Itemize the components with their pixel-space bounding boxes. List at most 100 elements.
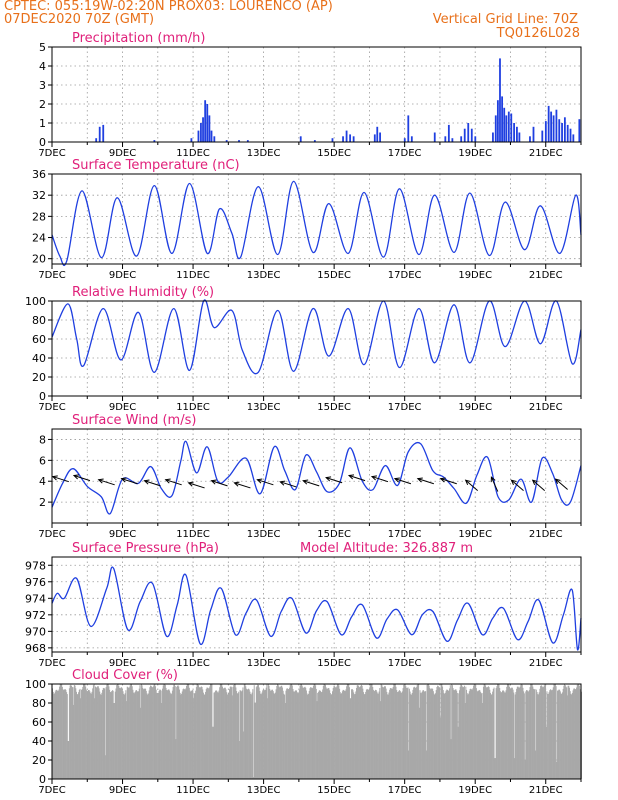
precipitation-bar [204,100,207,142]
cloud-cover-bar [138,688,140,779]
cloud-cover-bar [255,703,257,779]
cloud-cover-bar [95,687,97,779]
cloud-cover-bar [140,684,142,779]
cloud-cover-bar [314,684,316,779]
cloud-cover-ytick-label: 40 [32,735,46,748]
precipitation-xtick-label: 19DEC [458,148,492,159]
cloud-cover-bar [209,684,211,779]
cloud-cover-bar [348,687,350,779]
precipitation-title: Precipitation (mm/h) [72,31,205,46]
cloud-cover-bar [138,691,140,779]
cloud-cover-bar [54,691,56,779]
cloud-cover-bar [329,693,331,779]
cloud-cover-bar [344,690,346,779]
cloud-cover-bar [567,685,569,779]
cloud-cover-bar [114,691,116,779]
cloud-cover-bar [499,691,501,779]
precipitation-ytick-label: 1 [39,117,46,130]
cloud-cover-bar [381,685,383,779]
cloud-cover-bar [131,686,133,779]
cloud-cover-bar [250,694,252,779]
cloud-cover-bar [212,726,214,779]
cloud-cover-bar [199,687,201,779]
cloud-cover-bar [559,691,561,779]
cloud-cover-bar [505,690,507,779]
cloud-cover-bar [175,739,177,779]
cloud-cover-xtick-label: 15DEC [317,785,351,796]
cloud-cover-bar [184,689,186,779]
cloud-cover-bar [157,693,159,779]
cloud-cover-bar [417,684,419,779]
cloud-cover-bar [405,686,407,779]
cloud-cover-bar [401,692,403,779]
cloud-cover-bar [193,698,195,779]
cloud-cover-bar [332,688,334,779]
cloud-cover-bar [80,689,82,779]
cloud-cover-bar [302,687,304,779]
wind-ytick-label: 8 [39,433,46,446]
cloud-cover-bar [74,685,76,779]
humidity-panel: 0 20 40 60 80 100 7DEC 9DEC 11DEC 13DEC 15DEC 17DEC… [25,285,582,413]
cloud-cover-bar [557,690,559,779]
cloud-cover-bar [121,687,123,779]
cloud-cover-bar [101,692,103,779]
cloud-cover-bar [190,691,192,779]
cloud-cover-bar [78,692,80,779]
cloud-cover-bar [388,692,390,779]
pressure-ytick-label: 970 [25,625,46,638]
cloud-cover-bar [492,691,494,779]
cloud-cover-bar [243,684,245,779]
cloud-cover-bar [467,694,469,779]
cloud-cover-bar [282,690,284,779]
cloud-cover-bar [471,689,473,779]
cloud-cover-bar [421,691,423,779]
cloud-cover-bar [345,689,347,779]
cloud-cover-bar [95,686,97,779]
cloud-cover-bar [518,687,520,779]
wind-xtick-label: 17DEC [388,529,422,540]
cloud-cover-bar [559,689,561,779]
cloud-cover-bar [427,684,429,779]
precipitation-bar [376,126,379,142]
cloud-cover-bar [538,692,540,779]
cloud-cover-bar [320,692,322,779]
cloud-cover-bar [423,691,425,779]
cloud-cover-bar [396,692,398,779]
cloud-cover-bar [439,717,441,779]
cloud-cover-bar [133,693,135,779]
wind-xtick-label: 7DEC [38,529,65,540]
cloud-cover-bar [576,684,578,779]
cloud-cover-ytick-label: 60 [32,716,46,729]
cloud-cover-bar [375,689,377,779]
cloud-cover-bar [434,693,437,779]
cloud-cover-bar [312,685,314,779]
cloud-cover-bar [370,684,372,779]
cloud-cover-bar [154,686,156,779]
cloud-cover-bar [429,688,431,779]
cloud-cover-bar [218,690,220,779]
cloud-cover-bar [473,684,475,779]
cloud-cover-bar [436,686,438,779]
cloud-cover-bar [72,687,74,779]
precipitation-bar [513,123,515,142]
cloud-cover-bar [561,694,563,779]
cloud-cover-bar [565,686,567,779]
cloud-cover-bar [162,685,164,779]
cloud-cover-bar [225,689,227,779]
cloud-cover-bar [248,689,250,779]
precipitation-bar [470,128,473,142]
cloud-cover-bar [220,684,222,779]
cloud-cover-bar [278,686,280,779]
cloud-cover-bar [88,689,90,779]
cloud-cover-bar [140,707,142,779]
cloud-cover-bar [406,687,408,779]
cloud-cover-panel: 0 20 40 60 80 100 7DEC 9DEC 11DEC 13DEC 15DEC 17DEC… [25,668,583,796]
cloud-cover-bar [289,685,291,779]
cloud-cover-bar [352,690,354,779]
cloud-cover-bar [395,686,397,779]
header-model-id: TQ0126L028 [496,26,580,41]
cloud-cover-bar [397,691,399,779]
cloud-cover-bar [164,684,166,779]
cloud-cover-bar [89,691,91,779]
cloud-cover-bar [447,690,449,779]
